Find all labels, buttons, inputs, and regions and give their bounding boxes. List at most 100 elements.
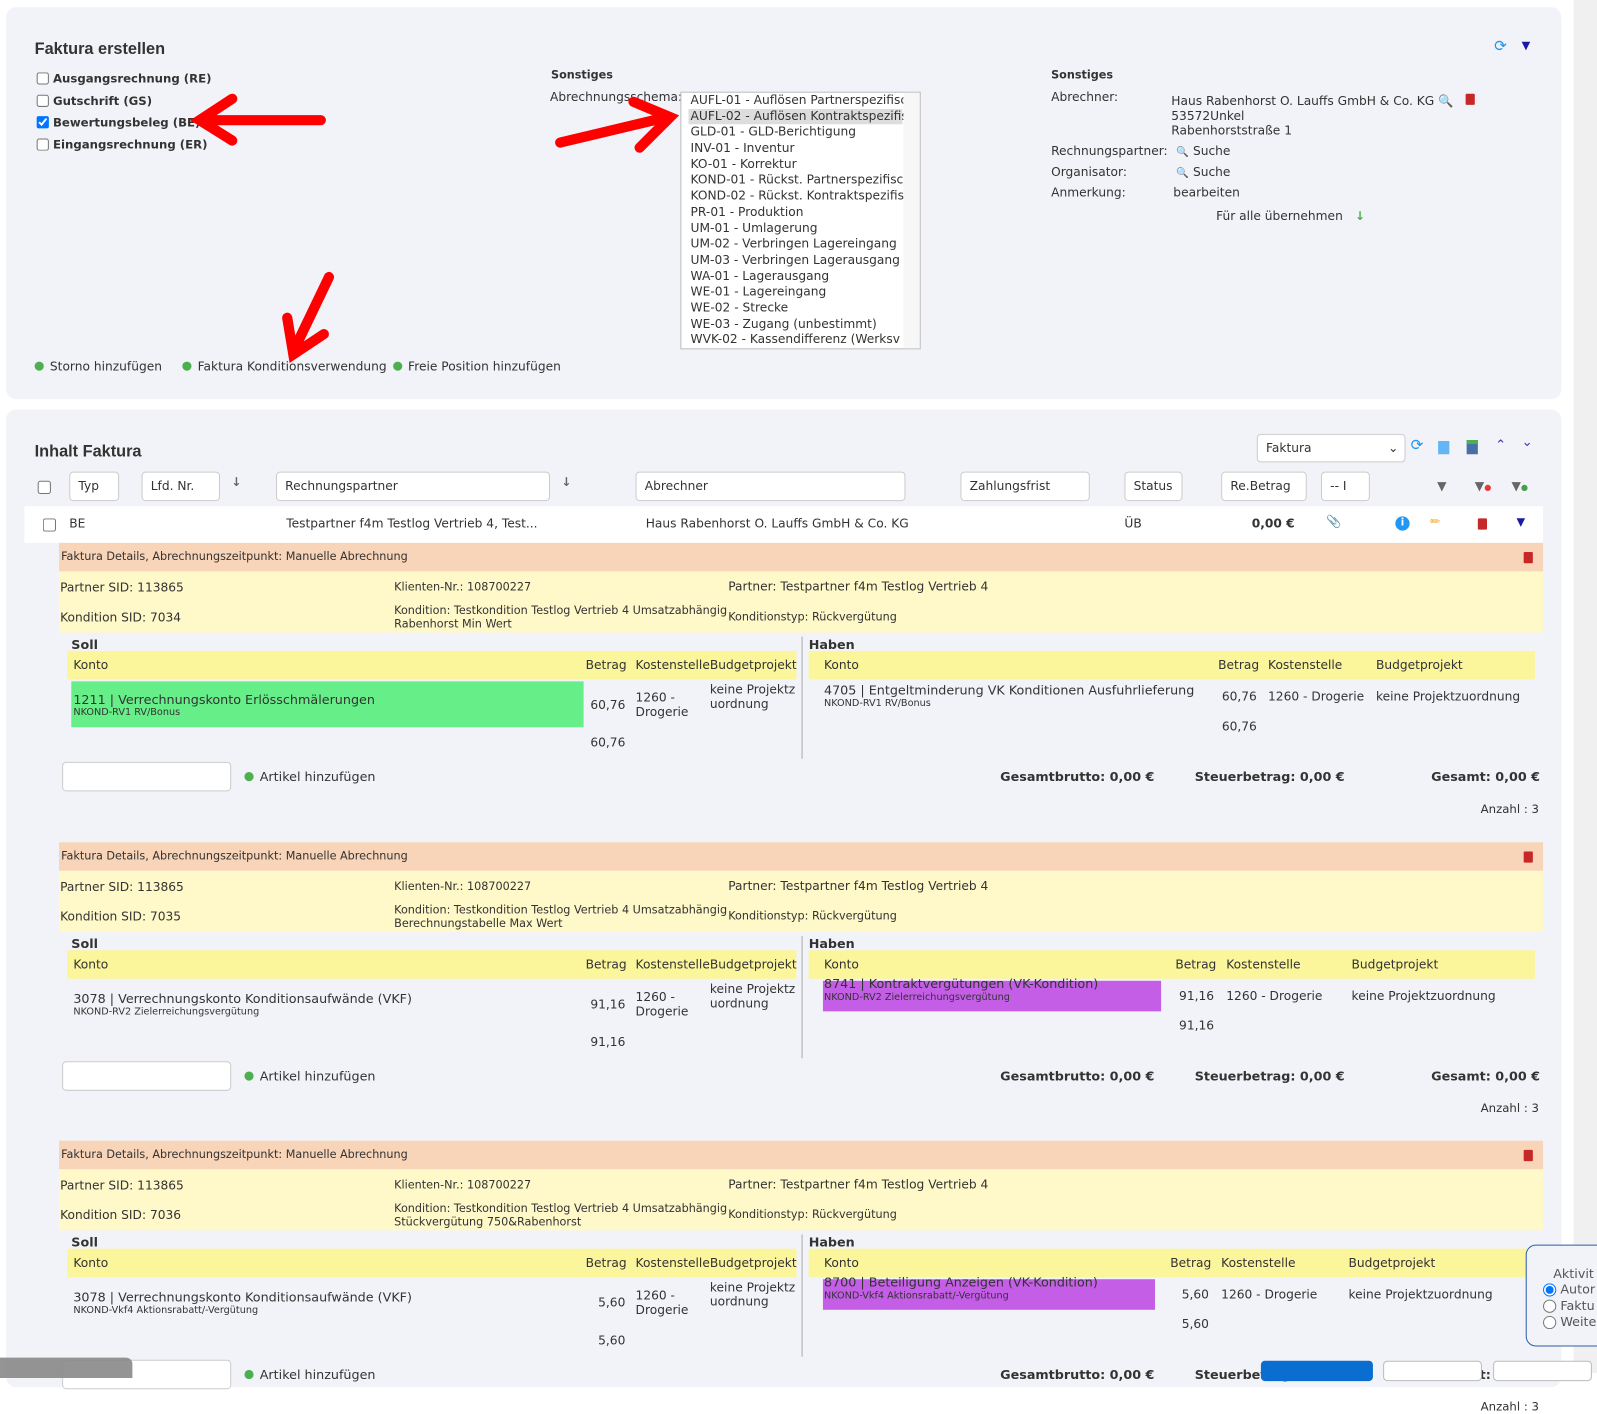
trash-icon[interactable]	[1465, 93, 1475, 105]
org-search[interactable]: 🔍 Suche	[1176, 165, 1230, 179]
arrow-down-icon: ↓	[1354, 208, 1366, 224]
paperclip-icon[interactable]: 📎	[1326, 514, 1342, 529]
type-checkbox[interactable]	[36, 116, 49, 129]
schema-option[interactable]: UM-01 - Umlagerung	[690, 220, 818, 235]
soll-konto[interactable]: 3078 | Verrechnungskonto Konditionsaufwä…	[73, 990, 412, 1006]
free-position-link[interactable]: Freie Position hinzufügen	[392, 360, 561, 374]
popup-radio[interactable]: Faktu	[1543, 1298, 1597, 1314]
refresh-icon[interactable]: ⟳	[1494, 36, 1507, 55]
add-article-link[interactable]: Artikel hinzufügen	[244, 1367, 375, 1382]
filter-typ[interactable]: Typ	[69, 471, 120, 502]
divider	[801, 636, 803, 759]
refresh-icon[interactable]: ⟳	[1410, 435, 1424, 455]
row-checkbox[interactable]	[42, 518, 57, 532]
chevron-down-icon[interactable]: ⌄	[1521, 434, 1533, 451]
table-row[interactable]: BE Testpartner f4m Testlog Vertrieb 4, T…	[24, 506, 1544, 543]
schema-option[interactable]: GLD-01 - GLD-Berichtigung	[690, 124, 857, 139]
storno-add-link[interactable]: Storno hinzufügen	[34, 360, 162, 374]
info-icon[interactable]: i	[1395, 516, 1410, 531]
radio-button[interactable]	[1543, 1282, 1557, 1297]
export-icon[interactable]	[1438, 441, 1450, 455]
haben-konto[interactable]: 8700 | Beteiligung Anzeigen (VK-Konditio…	[823, 1274, 1098, 1290]
soll-konto[interactable]: 1211 | Verrechnungskonto Erlösschmälerun…	[73, 691, 375, 707]
type-checkbox-row[interactable]: Bewertungsbeleg (BE)	[36, 115, 201, 129]
schema-option[interactable]: AUFL-02 - Auflösen Kontraktspezifis	[688, 108, 908, 125]
radio-button[interactable]	[1543, 1299, 1557, 1313]
filter-remove-icon[interactable]: ▼●	[1474, 478, 1492, 493]
type-checkbox[interactable]	[36, 72, 49, 85]
schema-option[interactable]: AUFL-01 - Auflösen Partnerspezifisc	[690, 92, 908, 107]
detail-header-text: Faktura Details, Abrechnungszeitpunkt: M…	[61, 848, 408, 863]
trash-icon[interactable]	[1523, 850, 1533, 863]
article-input[interactable]	[62, 1060, 232, 1091]
soll-betrag: 60,76	[590, 697, 626, 712]
popup-radio[interactable]: Weite	[1543, 1314, 1597, 1330]
schema-option[interactable]: UM-02 - Verbringen Lagereingang	[690, 236, 897, 251]
filter-abrechner[interactable]: Abrechner	[635, 471, 906, 502]
tertiary-button[interactable]	[1493, 1360, 1592, 1382]
schema-option[interactable]: WE-03 - Zugang (unbestimmt)	[690, 316, 877, 331]
radio-button[interactable]	[1543, 1315, 1557, 1329]
haben-kst: 1260 - Drogerie	[1226, 988, 1323, 1003]
schema-listbox[interactable]: AUFL-01 - Auflösen Partnerspezifisc AUFL-…	[680, 91, 921, 350]
sort-arrow-icon[interactable]: ↓	[231, 474, 242, 489]
soll-konto-head: Konto	[73, 1255, 109, 1271]
schema-option[interactable]: WA-01 - Lagerausgang	[690, 268, 830, 283]
schema-option[interactable]: KOND-02 - Rückst. Kontraktspezifis	[690, 188, 904, 203]
haben-konto[interactable]: 4705 | Entgeltminderung VK Konditionen A…	[823, 682, 1195, 698]
select-all-checkbox[interactable]	[37, 480, 51, 494]
type-checkbox-row[interactable]: Eingangsrechnung (ER)	[36, 136, 208, 152]
type-checkbox[interactable]	[36, 138, 49, 151]
popup-radio[interactable]: Autor	[1543, 1281, 1597, 1297]
schema-option[interactable]: KOND-01 - Rückst. Partnerspezifisc	[690, 172, 904, 187]
type-checkbox[interactable]	[36, 94, 49, 107]
kondition-link[interactable]: Faktura Konditionsverwendung	[182, 360, 387, 374]
type-checkbox-row[interactable]: Gutschrift (GS)	[36, 93, 152, 107]
filter-zahlungsfrist[interactable]: Zahlungsfrist	[960, 471, 1090, 502]
trash-icon[interactable]	[1523, 552, 1533, 564]
filter-status[interactable]: Status	[1124, 471, 1183, 502]
type-label: Eingangsrechnung (ER)	[52, 136, 208, 152]
klienten-nr: Klienten-Nr.: 108700227	[394, 580, 532, 594]
calculator-icon[interactable]	[1466, 439, 1478, 455]
detail-info	[59, 571, 1544, 633]
listbox-scrollbar[interactable]	[903, 92, 920, 349]
detail-header-text: Faktura Details, Abrechnungszeitpunkt: M…	[61, 549, 408, 564]
filter-icon[interactable]: ▼	[1437, 478, 1447, 493]
trash-icon[interactable]	[1477, 518, 1488, 530]
schema-option[interactable]: WE-02 - Strecke	[690, 300, 789, 315]
haben-konto[interactable]: 8741 | Kontraktvergütungen (VK-Kondition…	[823, 975, 1099, 991]
schema-option[interactable]: WE-01 - Lagereingang	[690, 284, 827, 299]
filter-add-icon[interactable]: ▼●	[1511, 478, 1528, 493]
klienten-nr: Klienten-Nr.: 108700227	[394, 879, 532, 893]
filter-lfd[interactable]: Lfd. Nr.	[141, 471, 220, 502]
edit-pencil-icon[interactable]: ✏	[1429, 514, 1441, 529]
anm-edit-link[interactable]: bearbeiten	[1173, 185, 1240, 200]
filter-select[interactable]: -- I	[1320, 471, 1370, 502]
article-input[interactable]	[62, 761, 232, 792]
filter-betrag[interactable]: Re.Betrag	[1221, 471, 1307, 502]
schema-option[interactable]: INV-01 - Inventur	[690, 140, 795, 155]
collapse-triangle-icon[interactable]: ▼	[1521, 38, 1531, 52]
view-select[interactable]: Faktura ⌄	[1256, 433, 1406, 463]
soll-konto[interactable]: 3078 | Verrechnungskonto Konditionsaufwä…	[73, 1289, 412, 1305]
schema-option[interactable]: UM-03 - Verbringen Lagerausgang	[690, 252, 900, 267]
expand-triangle-icon[interactable]: ▼	[1516, 515, 1526, 529]
schema-option[interactable]: WVK-02 - Kassendifferenz (Werksv	[690, 332, 900, 347]
secondary-button[interactable]	[1383, 1360, 1482, 1382]
filter-rechnungspartner[interactable]: Rechnungspartner	[276, 471, 550, 502]
rp-search[interactable]: 🔍 Suche	[1176, 144, 1230, 158]
add-article-link[interactable]: Artikel hinzufügen	[244, 769, 375, 784]
scrollbar-track[interactable]	[1573, 0, 1597, 1373]
sort-arrow-icon[interactable]: ↓	[561, 474, 572, 489]
schema-option[interactable]: PR-01 - Produktion	[690, 204, 804, 219]
abrechner-name: Haus Rabenhorst O. Lauffs GmbH & Co. KG	[1171, 93, 1435, 108]
schema-option[interactable]: KO-01 - Korrektur	[690, 156, 797, 171]
trash-icon[interactable]	[1523, 1149, 1533, 1162]
chevron-up-icon[interactable]: ⌃	[1495, 437, 1507, 454]
search-icon[interactable]: 🔍	[1438, 93, 1454, 108]
apply-all-button[interactable]: Für alle übernehmen ↓	[1216, 209, 1365, 223]
type-checkbox-row[interactable]: Ausgangsrechnung (RE)	[36, 71, 212, 86]
add-article-link[interactable]: Artikel hinzufügen	[244, 1068, 375, 1083]
primary-button[interactable]	[1260, 1360, 1373, 1382]
